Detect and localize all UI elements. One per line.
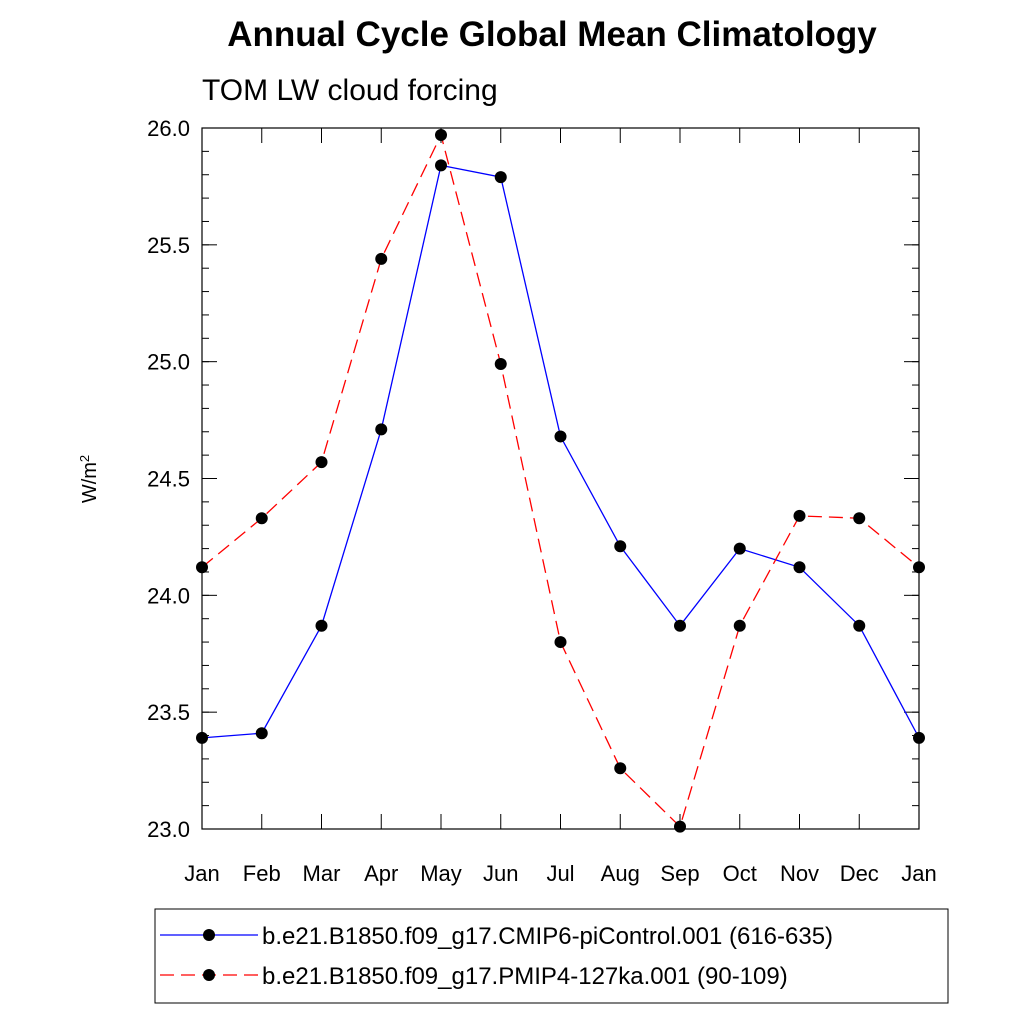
series-2-point <box>913 561 925 574</box>
x-tick-label: Dec <box>840 861 879 886</box>
legend: b.e21.B1850.f09_g17.CMIP6-piControl.001 … <box>154 908 949 1004</box>
legend-label: b.e21.B1850.f09_g17.PMIP4-127ka.001 (90-… <box>262 963 788 990</box>
y-tick-label: 25.5 <box>147 233 190 258</box>
series-1-point <box>793 561 806 574</box>
series-1-point <box>435 159 447 172</box>
x-tick-label: Sep <box>660 861 699 886</box>
y-tick-label: 24.0 <box>147 583 190 608</box>
y-axis-label: W/m2 <box>77 455 102 503</box>
chart-subtitle: TOM LW cloud forcing <box>202 74 498 107</box>
x-tick-label: Jan <box>184 861 219 886</box>
x-tick-label: Nov <box>780 861 819 886</box>
series-2-point <box>255 512 268 525</box>
legend-marker <box>203 929 215 941</box>
series-2-point <box>674 820 686 833</box>
series-1-point <box>674 619 686 632</box>
series-1-point <box>315 619 328 632</box>
y-tick-label: 26.0 <box>147 116 190 141</box>
plot-area: Jan Feb Mar Apr May Jun Jul Aug Sep Oct Nov Dec Jan 2… <box>147 116 937 886</box>
series-1-point <box>554 430 567 443</box>
series-1-point <box>494 171 507 184</box>
legend-box <box>154 908 949 1004</box>
series-2-point <box>554 636 567 649</box>
series-1-point <box>853 619 866 632</box>
y-axis-label-exponent: 2 <box>77 455 92 462</box>
series-2-point <box>196 561 208 574</box>
y-tick-label: 24.5 <box>147 467 190 492</box>
y-tick-label: 23.5 <box>147 700 190 725</box>
x-tick-label: Mar <box>303 861 341 886</box>
series-2-point <box>733 619 746 632</box>
x-tick-label: Feb <box>243 861 281 886</box>
x-tick-label: Aug <box>601 861 640 886</box>
series-1-point <box>375 423 388 436</box>
series-1-point <box>255 727 268 740</box>
series-1-point <box>614 540 627 553</box>
series-2-point <box>315 456 328 469</box>
series-1-point <box>733 542 746 555</box>
plot-frame <box>201 127 920 830</box>
series-line-2 <box>201 133 920 828</box>
chart-title: Annual Cycle Global Mean Climatology <box>227 15 877 54</box>
series-2-point <box>494 358 507 371</box>
x-tick-label: Oct <box>723 861 757 886</box>
y-axis-label-unit: W/m <box>79 462 101 503</box>
series-2-point <box>614 762 627 775</box>
series-2-point <box>435 129 447 142</box>
y-tick-label: 25.0 <box>147 350 190 375</box>
y-tick-label: 23.0 <box>147 817 190 842</box>
x-tick-label: Apr <box>364 861 398 886</box>
series-line-1 <box>201 164 920 739</box>
x-tick-label: Jul <box>546 861 574 886</box>
series-1-point <box>913 731 925 744</box>
series-2-point <box>793 509 806 522</box>
x-tick-label: Jun <box>483 861 518 886</box>
series-2-point <box>853 512 866 525</box>
series-1-point <box>196 731 208 744</box>
x-tick-label: Jan <box>901 861 936 886</box>
legend-label: b.e21.B1850.f09_g17.CMIP6-piControl.001 … <box>262 923 833 950</box>
series-2-point <box>375 252 388 265</box>
legend-marker <box>203 969 215 981</box>
x-tick-label: May <box>420 861 462 886</box>
